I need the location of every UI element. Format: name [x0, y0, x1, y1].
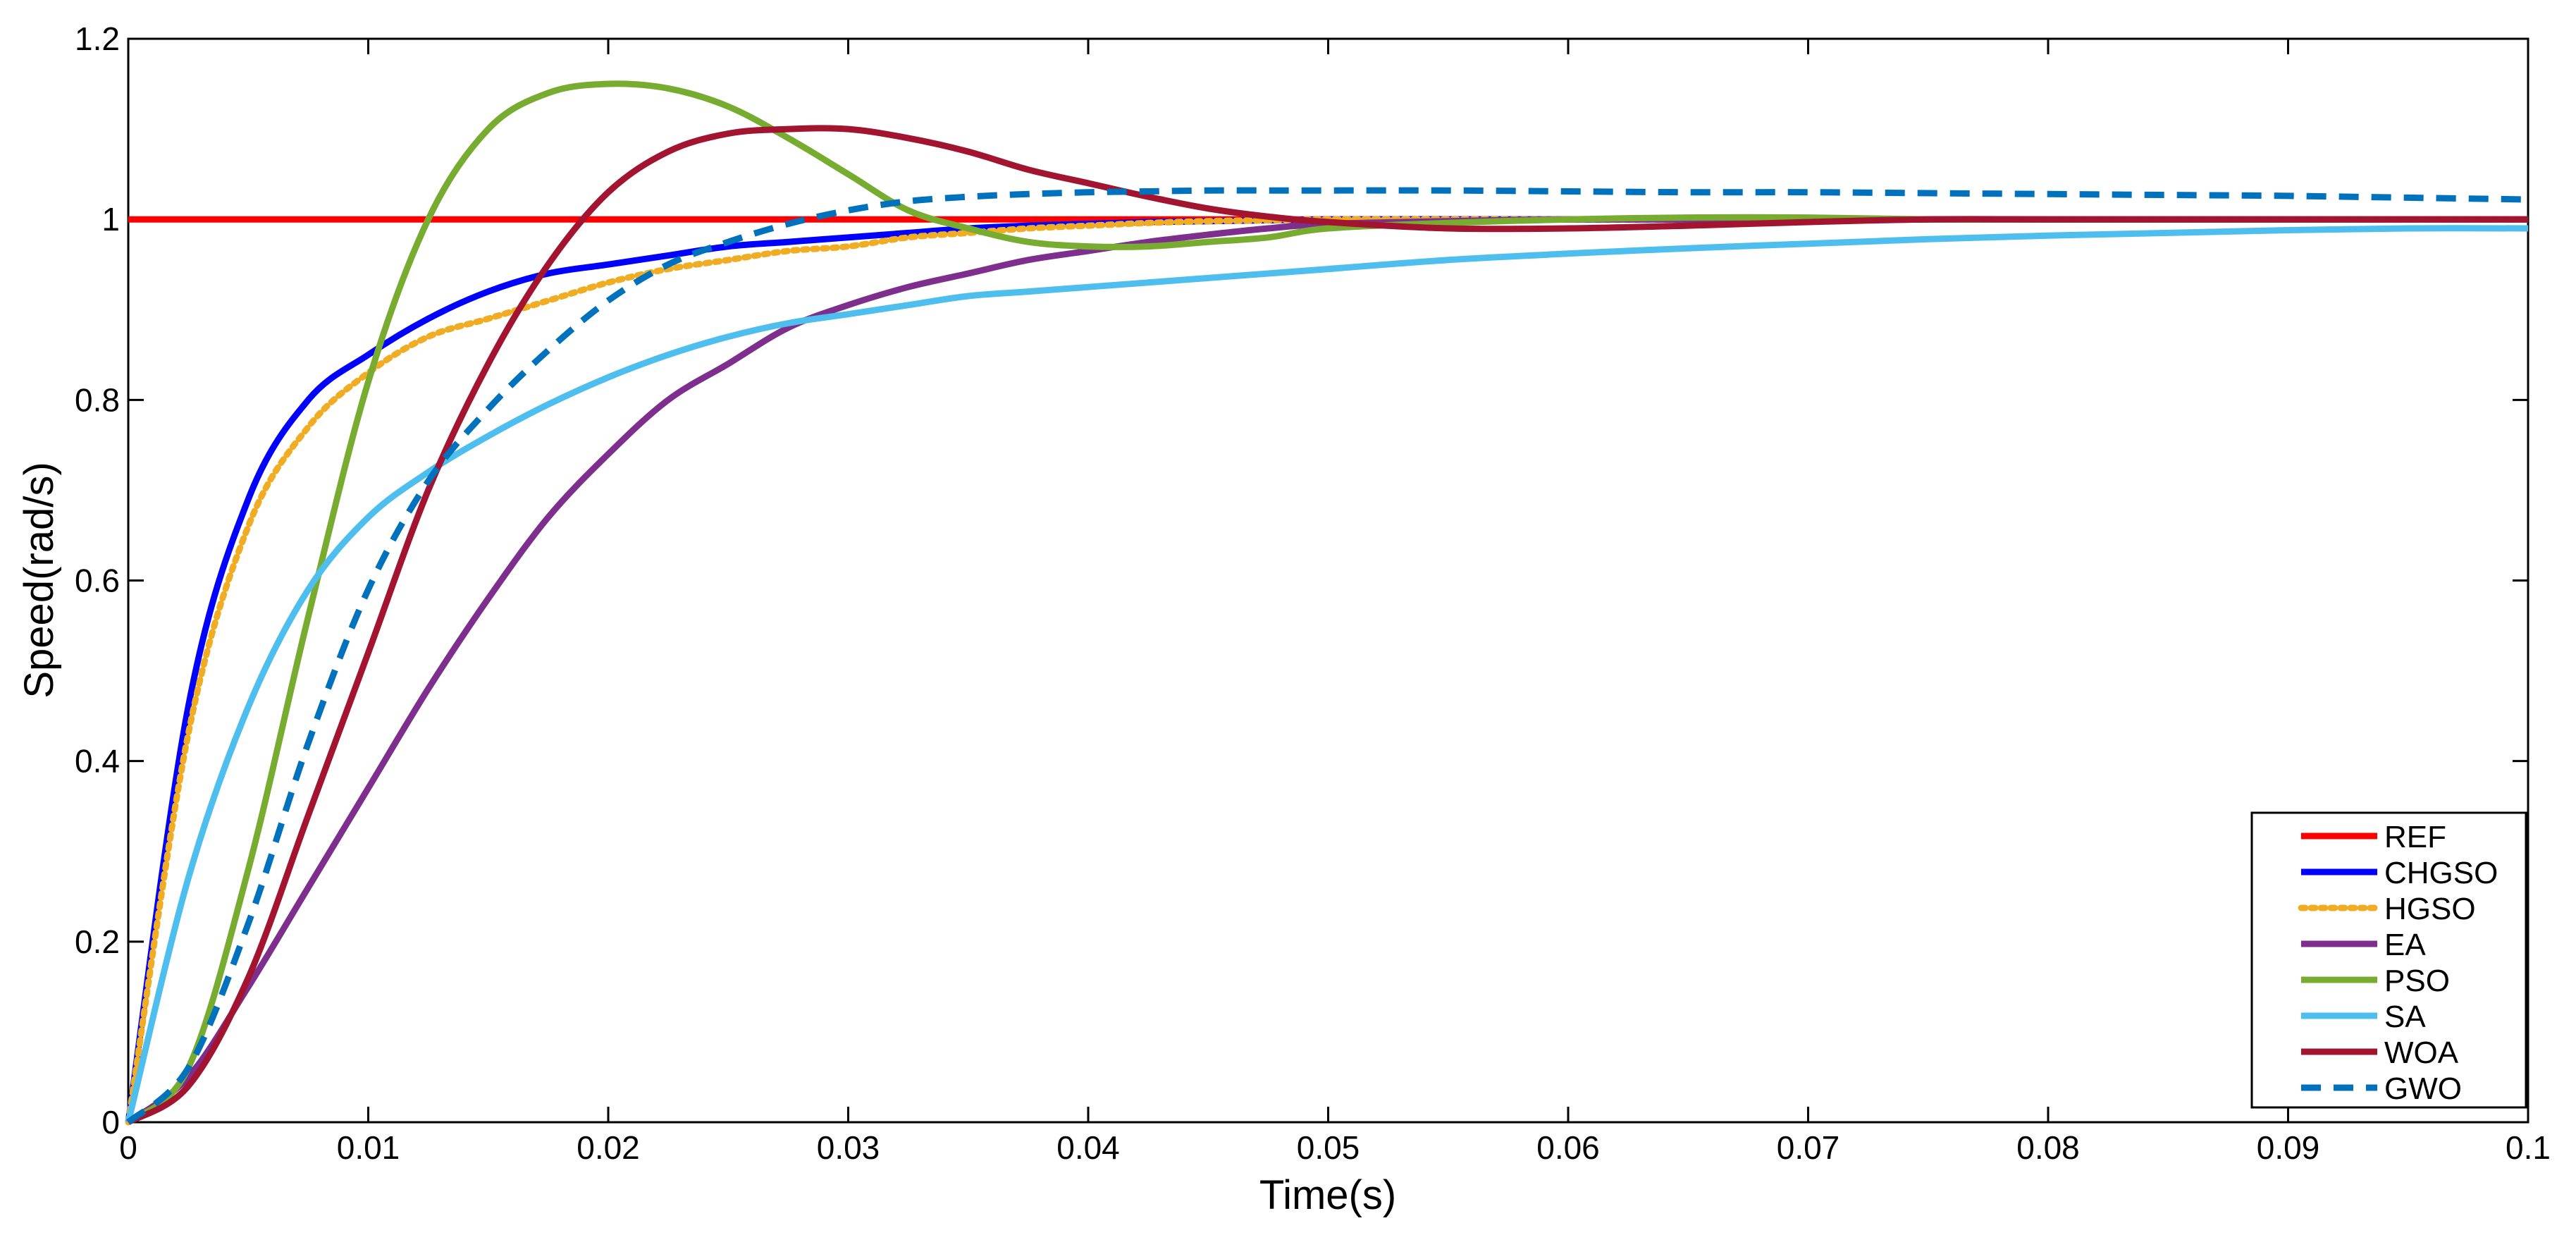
- x-tick-label: 0.07: [1777, 1129, 1840, 1166]
- tick-labels: 0 0.01 0.02 0.03 0.04 0.05 0.06 0.07 0.08 0.09 0.1…: [75, 20, 2551, 1166]
- y-axis-title: Speed(rad/s): [16, 462, 62, 698]
- x-tick-label: 0.02: [577, 1129, 640, 1166]
- x-axis-title: Time(s): [1259, 1172, 1396, 1218]
- series-line-sa: [125, 225, 2529, 1124]
- y-tick-label: 0.4: [75, 743, 120, 780]
- y-tick-label: 1.2: [75, 20, 120, 57]
- legend-label-hgso: HGSO: [2384, 892, 2476, 926]
- x-tick-label: 0.1: [2506, 1129, 2551, 1166]
- plot-area: [127, 37, 2529, 1124]
- x-tick-label: 0.09: [2257, 1129, 2320, 1166]
- legend-label-sa: SA: [2384, 1000, 2426, 1034]
- series-line-gwo: [125, 187, 2529, 1125]
- x-tick-label: 0.03: [817, 1129, 880, 1166]
- y-tick-label: 0: [101, 1104, 120, 1141]
- x-tick-label: 0: [119, 1129, 137, 1166]
- legend-label-ea: EA: [2384, 928, 2426, 962]
- legend-box: [2250, 811, 2527, 1109]
- x-tick-label: 0.04: [1056, 1129, 1120, 1166]
- y-tick-label: 0.8: [75, 381, 120, 418]
- legend-label-pso: PSO: [2384, 964, 2450, 998]
- x-tick-label: 0.08: [2016, 1129, 2080, 1166]
- legend-label-chgso: CHGSO: [2384, 856, 2498, 890]
- series-line-woa: [126, 125, 2528, 1125]
- legend-label-woa: WOA: [2384, 1036, 2459, 1070]
- x-tick-label: 0.06: [1536, 1129, 1600, 1166]
- x-tick-label: 0.05: [1297, 1129, 1360, 1166]
- legend-label-ref: REF: [2384, 820, 2446, 854]
- y-tick-label: 1: [101, 201, 120, 238]
- axis-ticks: [127, 37, 2529, 1124]
- x-tick-label: 0.01: [337, 1129, 400, 1166]
- legend-label-gwo: GWO: [2384, 1071, 2462, 1106]
- y-tick-label: 0.2: [75, 923, 120, 960]
- series-lines: [125, 80, 2532, 1126]
- y-tick-label: 0.6: [75, 563, 120, 599]
